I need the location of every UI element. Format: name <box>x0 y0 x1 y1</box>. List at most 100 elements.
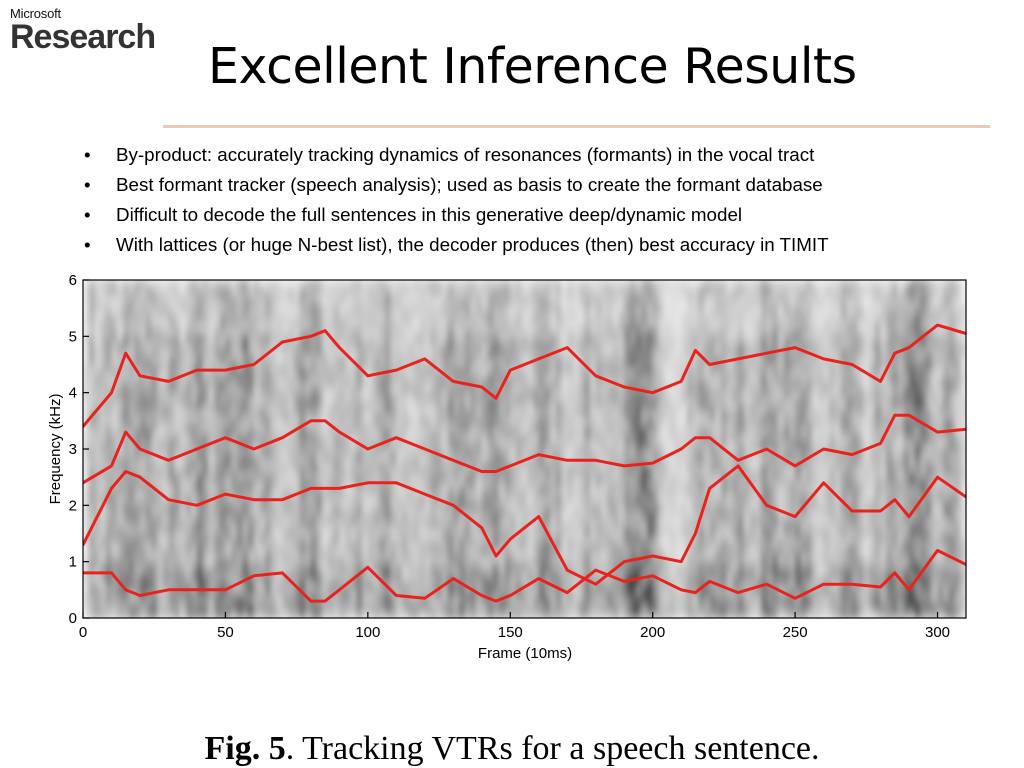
spectrogram-cell <box>316 594 323 604</box>
spectrogram-cell <box>441 418 449 427</box>
spectrogram-cell <box>231 349 238 358</box>
spectrogram-cell <box>259 287 266 296</box>
spectrogram-cell <box>253 441 261 450</box>
spectrogram-cell <box>145 541 152 550</box>
spectrogram-cell <box>214 425 221 435</box>
spectrogram-cell <box>458 571 466 581</box>
spectrogram-cell <box>612 356 620 366</box>
spectrogram-cell <box>185 425 192 435</box>
spectrogram-cell <box>458 418 466 427</box>
spectrogram-cell <box>584 594 591 604</box>
spectrogram-cell <box>658 318 665 327</box>
spectrogram-cell <box>396 548 403 558</box>
spectrogram-cell <box>635 456 642 465</box>
spectrogram-cell <box>447 295 454 304</box>
spectrogram-cell <box>117 402 124 412</box>
spectrogram-cell <box>310 349 318 358</box>
spectrogram-cell <box>345 495 352 504</box>
spectrogram-cell <box>299 410 306 419</box>
spectrogram-cell <box>316 479 323 489</box>
spectrogram-cell <box>282 472 289 481</box>
spectrogram-cell <box>561 410 568 419</box>
spectrogram-cell <box>641 464 648 473</box>
spectrogram-cell <box>122 479 130 489</box>
spectrogram-cell <box>476 548 483 558</box>
spectrogram-cell <box>721 571 728 581</box>
spectrogram-cell <box>419 579 426 588</box>
spectrogram-cell <box>493 610 500 618</box>
spectrogram-cell <box>692 502 699 512</box>
spectrogram-cell <box>544 295 551 304</box>
spectrogram-cell <box>293 564 301 573</box>
spectrogram-cell <box>402 418 409 427</box>
spectrogram-cell <box>470 487 477 496</box>
spectrogram-cell <box>407 372 415 381</box>
spectrogram-cell <box>83 456 90 465</box>
spectrogram-cell <box>686 564 694 573</box>
spectrogram-cell <box>413 387 420 396</box>
spectrogram-cell <box>595 333 603 343</box>
spectrogram-cell <box>447 402 454 412</box>
spectrogram-cell <box>122 456 130 465</box>
spectrogram-cell <box>664 333 671 343</box>
spectrogram-cell <box>590 379 597 389</box>
spectrogram-cell <box>282 602 289 611</box>
spectrogram-cell <box>117 303 124 312</box>
spectrogram-cell <box>692 464 699 473</box>
spectrogram-cell <box>635 402 642 412</box>
spectrogram-cell <box>236 395 244 404</box>
spectrogram-cell <box>681 287 688 296</box>
spectrogram-cell <box>481 280 489 289</box>
spectrogram-cell <box>122 402 130 412</box>
spectrogram-cell <box>601 372 608 381</box>
spectrogram-cell <box>658 341 665 350</box>
spectrogram-cell <box>396 587 403 596</box>
spectrogram-cell <box>402 356 409 366</box>
spectrogram-cell <box>561 333 568 343</box>
spectrogram-cell <box>641 433 648 442</box>
spectrogram-cell <box>362 610 369 618</box>
spectrogram-cell <box>259 464 266 473</box>
spectrogram-cell <box>316 456 323 465</box>
spectrogram-cell <box>481 433 489 442</box>
spectrogram-cell <box>578 280 585 289</box>
spectrogram-cell <box>122 541 130 550</box>
spectrogram-cell <box>601 487 608 496</box>
spectrogram-cell <box>157 410 164 419</box>
spectrogram-cell <box>447 364 454 373</box>
spectrogram-cell <box>242 487 249 496</box>
spectrogram-cell <box>122 594 130 604</box>
spectrogram-cell <box>316 387 323 396</box>
spectrogram-cell <box>470 333 477 343</box>
spectrogram-cell <box>151 441 158 450</box>
spectrogram-cell <box>402 479 409 489</box>
spectrogram-cell <box>664 487 671 496</box>
spectrogram-cell <box>402 541 409 550</box>
spectrogram-cell <box>248 587 255 596</box>
spectrogram-cell <box>139 564 147 573</box>
spectrogram-cell <box>590 525 597 535</box>
spectrogram-cell <box>299 556 306 565</box>
spectrogram-cell <box>316 425 323 435</box>
spectrogram-cell <box>157 548 164 558</box>
spectrogram-cell <box>174 556 181 565</box>
spectrogram-cell <box>555 510 563 519</box>
spectrogram-cell <box>214 502 221 512</box>
spectrogram-cell <box>179 472 187 481</box>
spectrogram-cell <box>458 502 466 512</box>
spectrogram-cell <box>618 372 625 381</box>
spectrogram-cell <box>686 518 694 527</box>
spectrogram-cell <box>310 502 318 512</box>
spectrogram-cell <box>316 333 323 343</box>
spectrogram-cell <box>310 533 318 542</box>
spectrogram-cell <box>430 364 437 373</box>
spectrogram-cell <box>453 295 460 304</box>
spectrogram-cell <box>367 602 375 611</box>
spectrogram-cell <box>453 349 460 358</box>
spectrogram-cell <box>481 472 489 481</box>
spectrogram-cell <box>715 372 722 381</box>
spectrogram-cell <box>612 410 620 419</box>
spectrogram-cell <box>624 395 631 404</box>
spectrogram-cell <box>595 594 603 604</box>
spectrogram-cell <box>327 571 335 581</box>
